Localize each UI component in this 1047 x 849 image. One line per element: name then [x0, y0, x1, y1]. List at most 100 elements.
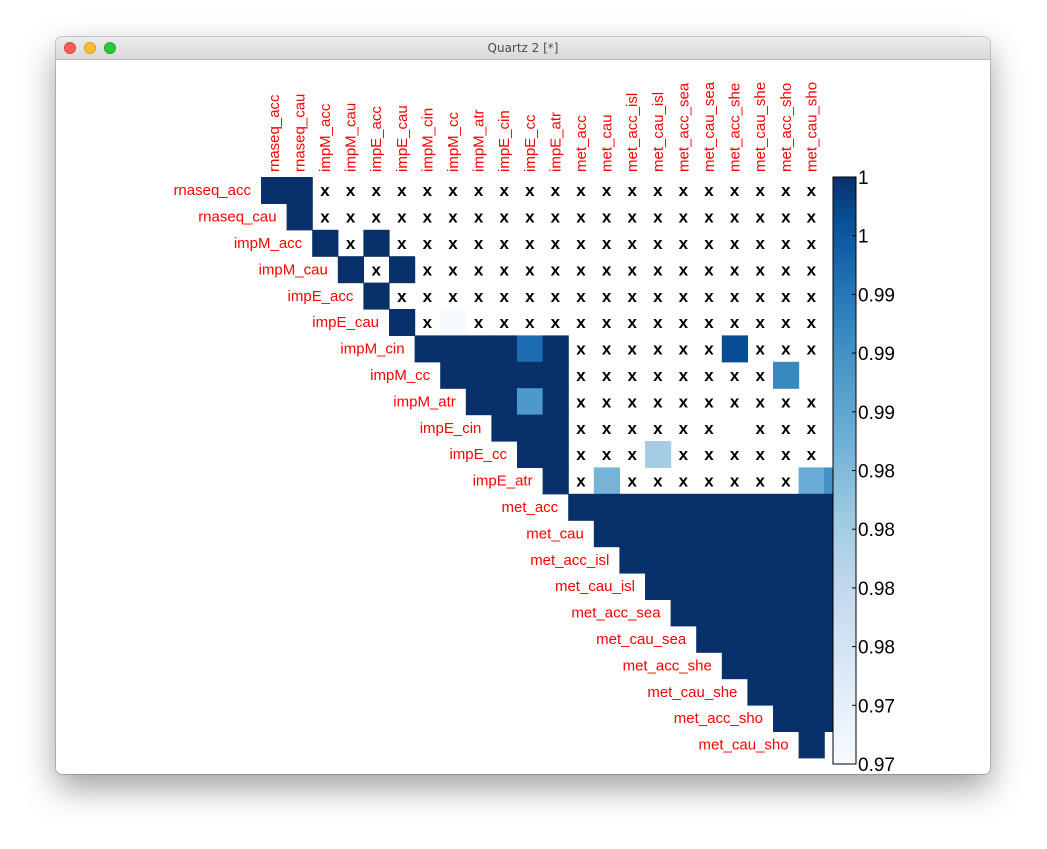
nonsignificant-mark: x	[781, 234, 791, 253]
nonsignificant-mark: x	[448, 260, 458, 279]
heatmap-cell	[619, 493, 646, 521]
heatmap-cell	[363, 229, 390, 257]
nonsignificant-mark: x	[474, 287, 484, 306]
heatmap-cell	[798, 731, 825, 759]
heatmap-cell	[798, 652, 825, 680]
heatmap-cell	[645, 546, 672, 574]
heatmap-cell	[286, 177, 313, 204]
heatmap-cell	[721, 625, 748, 653]
title-bar[interactable]: Quartz 2 [*]	[56, 37, 990, 60]
nonsignificant-mark: x	[781, 181, 791, 200]
heatmap-cell	[773, 705, 800, 732]
nonsignificant-mark: x	[653, 366, 663, 385]
nonsignificant-mark: x	[704, 313, 714, 332]
nonsignificant-mark: x	[627, 208, 637, 227]
nonsignificant-mark: x	[679, 287, 689, 306]
nonsignificant-mark: x	[602, 181, 612, 200]
window-title: Quartz 2 [*]	[487, 41, 559, 55]
heatmap-cell	[747, 520, 774, 548]
heatmap-cell	[773, 599, 800, 627]
nonsignificant-mark: x	[755, 181, 765, 200]
nonsignificant-mark: x	[781, 340, 791, 359]
heatmap-cell	[645, 493, 672, 521]
heatmap-cell	[440, 361, 467, 389]
heatmap-cell	[773, 520, 800, 548]
nonsignificant-mark: x	[730, 472, 740, 491]
nonsignificant-mark: x	[448, 208, 458, 227]
column-label: met_cau_isl	[650, 92, 667, 172]
heatmap-cell	[542, 388, 569, 416]
nonsignificant-mark: x	[781, 287, 791, 306]
nonsignificant-mark: x	[730, 208, 740, 227]
nonsignificant-mark: x	[499, 287, 509, 306]
heatmap-cell	[440, 309, 467, 336]
nonsignificant-mark: x	[730, 260, 740, 279]
nonsignificant-mark: x	[602, 340, 612, 359]
nonsignificant-mark: x	[397, 181, 407, 200]
nonsignificant-mark: x	[781, 392, 791, 411]
heatmap-cell	[798, 467, 825, 495]
heatmap-cell	[517, 361, 544, 389]
nonsignificant-mark: x	[627, 472, 637, 491]
colorbar-tick-label: 0.98	[858, 462, 895, 483]
heatmap-cell	[389, 256, 416, 284]
heatmap-cell	[517, 388, 544, 416]
nonsignificant-mark: x	[423, 313, 433, 332]
nonsignificant-mark: x	[551, 234, 561, 253]
nonsignificant-mark: x	[679, 392, 689, 411]
nonsignificant-mark: x	[807, 392, 817, 411]
heatmap-cell	[798, 625, 825, 653]
nonsignificant-mark: x	[576, 287, 586, 306]
nonsignificant-mark: x	[627, 287, 637, 306]
nonsignificant-mark: x	[397, 208, 407, 227]
nonsignificant-mark: x	[807, 208, 817, 227]
heatmap-cell	[491, 335, 518, 363]
heatmap-cell	[542, 414, 569, 442]
heatmap-cell	[670, 546, 697, 574]
nonsignificant-mark: x	[499, 181, 509, 200]
column-label: impM_atr	[471, 109, 488, 172]
column-label: met_cau_sea	[701, 81, 718, 172]
heatmap-cell	[696, 625, 723, 653]
row-label: rnaseq_acc	[173, 182, 251, 199]
colorbar-tick-label: 0.99	[858, 403, 895, 424]
column-label: met_cau_she	[752, 82, 769, 172]
heatmap-cell	[465, 335, 492, 363]
zoom-button[interactable]	[104, 42, 116, 54]
heatmap-cell	[773, 625, 800, 653]
heatmap-cell	[363, 282, 390, 310]
minimize-button[interactable]	[84, 42, 96, 54]
nonsignificant-mark: x	[576, 366, 586, 385]
nonsignificant-mark: x	[755, 472, 765, 491]
nonsignificant-mark: x	[423, 287, 433, 306]
nonsignificant-mark: x	[423, 234, 433, 253]
close-button[interactable]	[64, 42, 76, 54]
colorbar-tick-label: 1	[858, 227, 869, 248]
heatmap-cell	[542, 467, 569, 495]
nonsignificant-mark: x	[755, 392, 765, 411]
nonsignificant-mark: x	[704, 366, 714, 385]
row-label: impE_acc	[288, 288, 354, 305]
colorbar-tick-label: 0.98	[858, 638, 895, 659]
row-label: met_cau_sho	[699, 737, 789, 754]
row-label: met_acc_sea	[571, 605, 661, 622]
row-label: impM_cc	[370, 367, 431, 384]
correlation-heatmap: x x x x x x x x x x x x x x x x x x x xx x x x x x x x x x x x x x x x x x x x…	[173, 81, 895, 774]
nonsignificant-mark: x	[525, 260, 535, 279]
nonsignificant-mark: x	[602, 208, 612, 227]
nonsignificant-mark: x	[807, 419, 817, 438]
nonsignificant-mark: x	[499, 208, 509, 227]
heatmap-cell	[773, 546, 800, 574]
heatmap-cell	[337, 256, 364, 284]
heatmap-cell	[312, 229, 339, 257]
nonsignificant-mark: x	[755, 445, 765, 464]
heatmap-cell	[619, 520, 646, 548]
heatmap-cell	[619, 546, 646, 574]
nonsignificant-mark: x	[602, 260, 612, 279]
heatmap-cell	[696, 493, 723, 521]
nonsignificant-mark: x	[653, 260, 663, 279]
nonsignificant-mark: x	[627, 181, 637, 200]
nonsignificant-mark: x	[653, 181, 663, 200]
nonsignificant-mark: x	[781, 445, 791, 464]
